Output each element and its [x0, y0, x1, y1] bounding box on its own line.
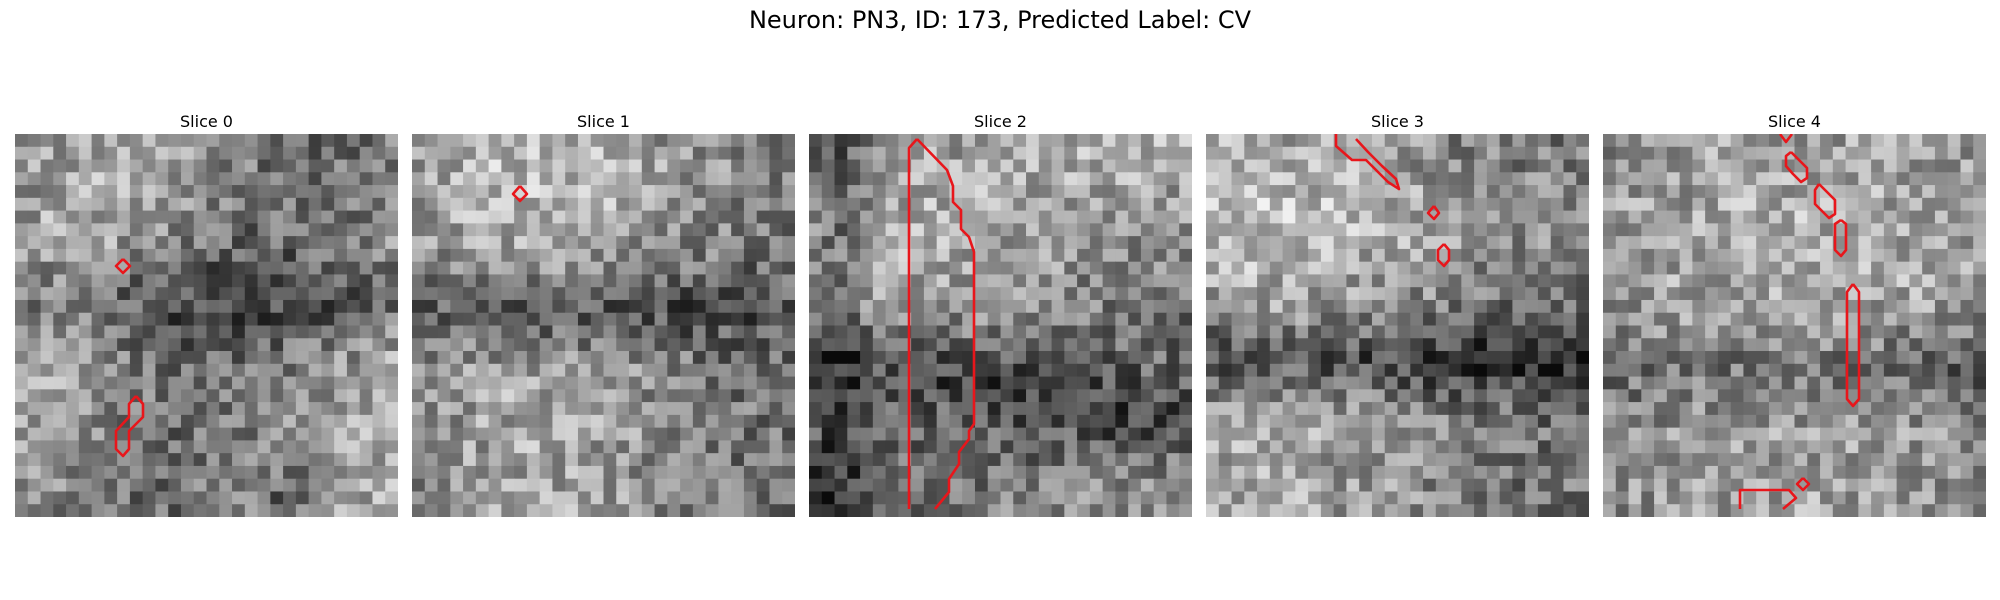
contour-outline	[907, 138, 918, 509]
contour-outline	[1778, 134, 1794, 144]
figure-title: Neuron: PN3, ID: 173, Predicted Label: C…	[748, 6, 1252, 34]
contour-outline	[1436, 243, 1451, 268]
slice-title: Slice 4	[1768, 112, 1821, 131]
contour-outline	[1784, 150, 1809, 184]
contour-outline	[1738, 488, 1798, 510]
slice-title: Slice 1	[577, 112, 630, 131]
contour-outline	[114, 395, 145, 458]
contour-outline	[114, 258, 132, 275]
slice-image	[1206, 134, 1589, 517]
contour-outline	[1845, 283, 1861, 408]
slice-image	[1603, 134, 1986, 517]
slice-title: Slice 3	[1371, 112, 1424, 131]
contour-outline	[1833, 218, 1848, 258]
contour-outline	[511, 185, 529, 203]
contour-outline	[1426, 205, 1441, 221]
slice-image	[809, 134, 1192, 517]
contour-outline	[916, 138, 976, 510]
contour-outline	[1334, 134, 1401, 191]
slice-image	[412, 134, 795, 517]
slice-title: Slice 2	[974, 112, 1027, 131]
contour-outline	[1813, 183, 1837, 220]
contour-outline	[1795, 477, 1811, 492]
slice-title: Slice 0	[180, 112, 233, 131]
slice-image	[15, 134, 398, 517]
